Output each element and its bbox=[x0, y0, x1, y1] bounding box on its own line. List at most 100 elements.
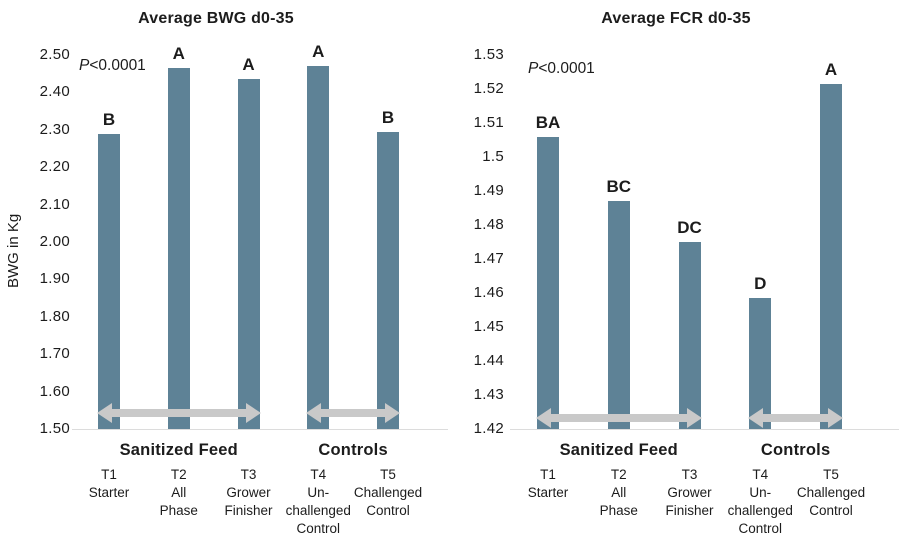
bar bbox=[307, 66, 330, 429]
bar bbox=[537, 136, 559, 429]
y-tick-label: 1.5 bbox=[482, 148, 504, 165]
significance-letter: A bbox=[312, 42, 325, 62]
p-value-text: <0.0001 bbox=[89, 57, 146, 74]
arrow-left-head-icon bbox=[748, 408, 764, 429]
y-tick-label: 2.30 bbox=[39, 120, 70, 138]
category-label: T4 bbox=[310, 467, 327, 482]
category-label: Finisher bbox=[665, 503, 714, 518]
significance-letter: B bbox=[102, 109, 116, 129]
y-tick-label: 1.70 bbox=[39, 345, 70, 363]
group-range-arrow bbox=[536, 408, 702, 429]
p-value-note: P<0.0001 bbox=[528, 60, 595, 78]
category-label: T1 bbox=[540, 467, 556, 482]
category-label: T5 bbox=[380, 467, 396, 482]
arrow-right-head-icon bbox=[245, 402, 261, 423]
bar bbox=[820, 83, 842, 429]
arrow-left-head-icon bbox=[306, 402, 322, 423]
arrow-shaft bbox=[110, 408, 248, 417]
group-range-arrow bbox=[97, 402, 261, 423]
y-tick-label: 1.46 bbox=[473, 284, 504, 301]
category-label: Grower bbox=[667, 485, 712, 500]
arrow-shaft bbox=[319, 408, 387, 417]
p-value-note: P<0.0001 bbox=[79, 57, 146, 75]
y-tick-label: 1.43 bbox=[473, 386, 504, 403]
category-label: Challenged bbox=[353, 485, 423, 500]
category-label: challenged bbox=[285, 503, 351, 518]
y-tick-label: 2.10 bbox=[39, 195, 70, 213]
significance-letter: A bbox=[824, 59, 838, 79]
bar bbox=[607, 201, 630, 429]
group-label: Controls bbox=[318, 441, 388, 459]
group-range-arrow bbox=[306, 402, 400, 423]
arrow-right-head-icon bbox=[686, 408, 702, 429]
category-label: Control bbox=[809, 503, 853, 518]
p-value-symbol: P bbox=[79, 57, 90, 74]
category-label: Control bbox=[296, 521, 341, 536]
y-tick-label: 1.45 bbox=[473, 318, 504, 335]
bar bbox=[167, 68, 190, 429]
chart-title: Average BWG d0-35 bbox=[138, 10, 294, 27]
bar bbox=[377, 131, 399, 429]
significance-letter: BA bbox=[535, 112, 561, 132]
p-value-symbol: P bbox=[528, 60, 539, 77]
category-label: challenged bbox=[727, 503, 793, 518]
x-axis-line bbox=[510, 429, 899, 430]
category-label: All bbox=[611, 485, 627, 500]
chart-title: Average FCR d0-35 bbox=[601, 10, 751, 27]
bar bbox=[98, 133, 120, 429]
category-label: Grower bbox=[226, 485, 271, 500]
arrow-shaft bbox=[761, 414, 830, 423]
category-label: Un- bbox=[307, 485, 330, 500]
y-tick-label: 2.20 bbox=[39, 158, 70, 176]
significance-letter: A bbox=[242, 55, 255, 75]
category-label: T3 bbox=[681, 467, 698, 482]
y-tick-label: 1.44 bbox=[473, 352, 504, 369]
category-label: Phase bbox=[599, 503, 638, 518]
y-tick-label: 2.00 bbox=[39, 233, 70, 250]
significance-letter: DC bbox=[677, 218, 702, 237]
category-label: Phase bbox=[159, 503, 198, 518]
category-label: All bbox=[171, 485, 187, 500]
group-label: Sanitized Feed bbox=[119, 441, 238, 459]
y-tick-label: 2.40 bbox=[39, 83, 70, 101]
category-label: Starter bbox=[88, 485, 130, 500]
category-label: T4 bbox=[752, 467, 769, 482]
category-label: Un- bbox=[749, 485, 772, 500]
category-label: Finisher bbox=[224, 503, 273, 518]
y-tick-label: 1.52 bbox=[473, 80, 504, 97]
y-tick-label: 1.50 bbox=[39, 420, 70, 437]
category-label: Starter bbox=[527, 485, 569, 500]
group-label: Sanitized Feed bbox=[559, 441, 678, 459]
bar bbox=[237, 79, 260, 429]
fcr-chart: Average FCR d0-35 P<0.0001 1.53 1.52 1.51 1… bbox=[450, 0, 900, 545]
arrow-shaft bbox=[549, 414, 689, 423]
category-label: T2 bbox=[610, 467, 627, 482]
category-label: T5 bbox=[823, 467, 839, 482]
category-label: T1 bbox=[101, 467, 117, 482]
y-tick-label: 1.90 bbox=[39, 270, 70, 288]
category-label: T3 bbox=[240, 467, 257, 482]
x-axis-line bbox=[72, 429, 448, 430]
y-tick-label: 1.47 bbox=[473, 250, 504, 267]
arrow-left-head-icon bbox=[97, 402, 112, 423]
y-tick-label: 1.53 bbox=[473, 46, 504, 63]
p-value-text: <0.0001 bbox=[538, 60, 595, 77]
bar bbox=[749, 298, 772, 429]
arrow-right-head-icon bbox=[828, 408, 843, 429]
significance-letter: B bbox=[381, 107, 395, 127]
category-label: Challenged bbox=[796, 485, 866, 500]
bar bbox=[678, 242, 701, 429]
bwg-chart: Average BWG d0-35 P<0.0001 BWG in Kg 2.5… bbox=[5, 10, 448, 536]
group-label: Controls bbox=[760, 441, 831, 459]
y-tick-label: 2.50 bbox=[39, 46, 70, 63]
y-tick-label: 1.51 bbox=[473, 114, 504, 131]
y-tick-label: 1.49 bbox=[473, 182, 504, 199]
y-tick-label: 1.60 bbox=[39, 382, 70, 400]
significance-letter: BC bbox=[606, 177, 632, 197]
category-label: Control bbox=[366, 503, 410, 518]
significance-letter: A bbox=[172, 44, 185, 64]
y-tick-label: 1.48 bbox=[473, 216, 504, 233]
y-tick-label: 1.80 bbox=[39, 307, 70, 325]
y-tick-label: 1.42 bbox=[473, 420, 504, 437]
